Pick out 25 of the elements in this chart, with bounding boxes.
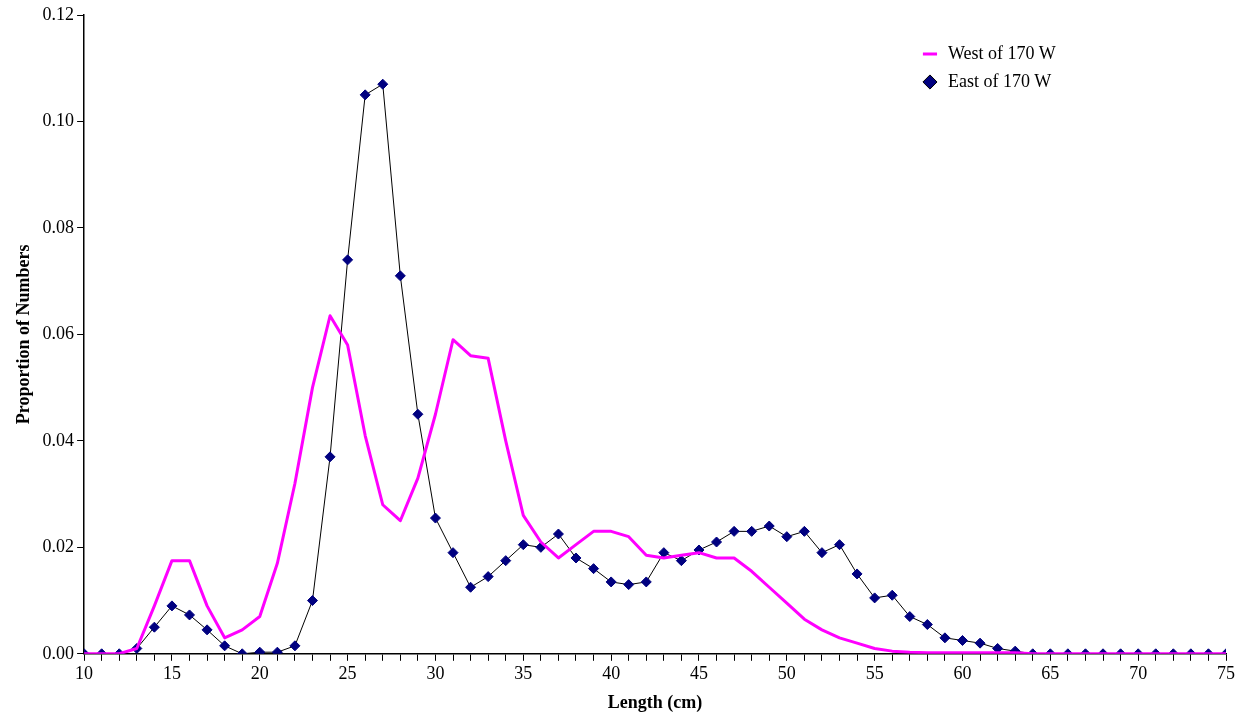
x-tick-label: 70 [1129, 663, 1148, 684]
x-tick-label: 40 [602, 663, 621, 684]
x-tick-label: 55 [865, 663, 884, 684]
y-tick-label: 0.10 [42, 110, 75, 131]
x-tick-label: 20 [250, 663, 269, 684]
legend-label: West of 170 W [947, 42, 1056, 63]
x-tick-label: 50 [777, 663, 796, 684]
x-tick-label: 45 [689, 663, 708, 684]
y-tick-label: 0.02 [42, 536, 75, 557]
x-tick-label: 75 [1217, 663, 1235, 684]
x-tick-label: 25 [338, 663, 357, 684]
y-tick-label: 0.12 [42, 3, 75, 24]
legend-label: East of 170 W [947, 70, 1052, 91]
y-tick-label: 0.00 [42, 642, 75, 663]
x-tick-label: 10 [75, 663, 94, 684]
y-axis-title: Proportion of Numbers [13, 244, 34, 425]
x-axis-title: Length (cm) [607, 691, 703, 713]
y-tick-label: 0.04 [42, 429, 75, 450]
y-tick-label: 0.08 [42, 216, 75, 237]
x-tick-label: 65 [1041, 663, 1060, 684]
x-tick-label: 60 [953, 663, 972, 684]
y-tick-label: 0.06 [42, 323, 75, 344]
x-tick-label: 15 [162, 663, 181, 684]
x-tick-label: 35 [514, 663, 533, 684]
x-tick-label: 30 [426, 663, 445, 684]
